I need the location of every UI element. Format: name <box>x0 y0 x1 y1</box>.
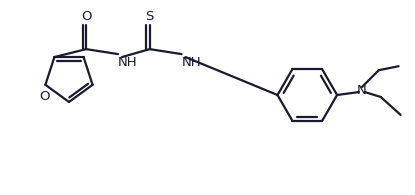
Text: NH: NH <box>182 56 201 68</box>
Text: S: S <box>146 10 154 23</box>
Text: O: O <box>39 90 50 103</box>
Text: O: O <box>81 10 91 23</box>
Text: N: N <box>357 83 367 97</box>
Text: NH: NH <box>118 56 138 68</box>
